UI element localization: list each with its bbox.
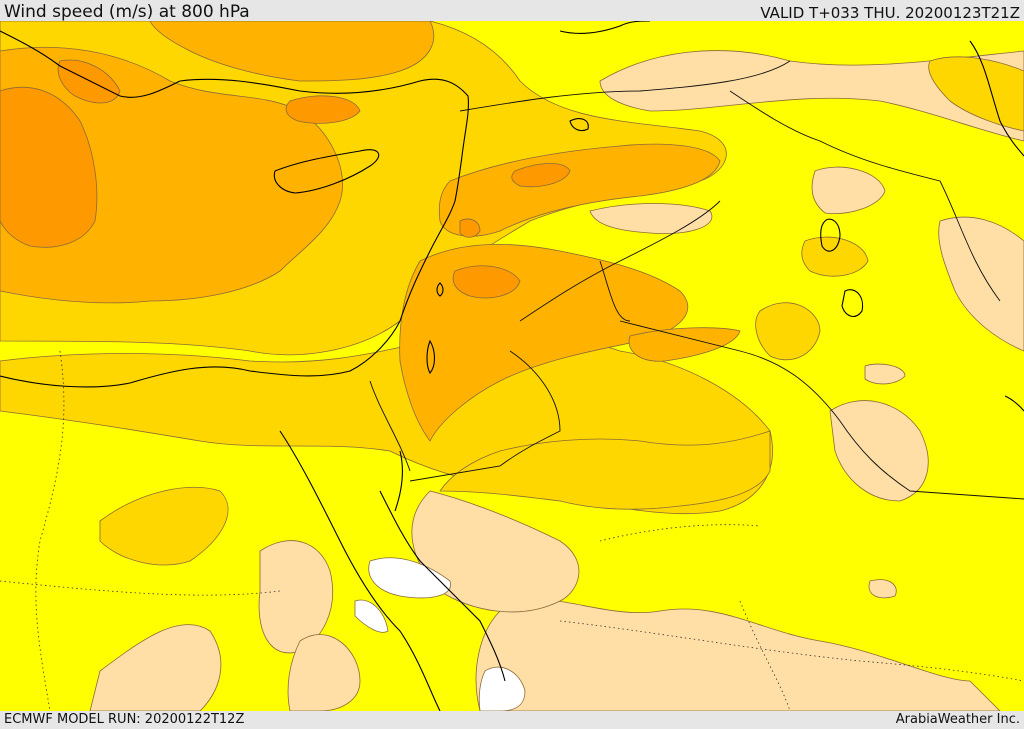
coast-turkey-west bbox=[0, 30, 181, 98]
border-turkey-syria bbox=[459, 60, 791, 112]
light-zone-arabia-south bbox=[475, 599, 1001, 711]
light-zone-egypt-west bbox=[258, 540, 334, 654]
coast-black-sea bbox=[559, 21, 651, 35]
coast-persian-gulf bbox=[1004, 395, 1024, 412]
light-wind-zones bbox=[89, 50, 1024, 711]
light-zone-baghdad bbox=[864, 363, 906, 385]
coast-levant-egypt bbox=[0, 155, 463, 388]
strong-zone-iraq-west bbox=[628, 327, 741, 362]
footer-bar: ECMWF MODEL RUN: 20200122T12Z ArabiaWeat… bbox=[0, 711, 1024, 729]
coast-lake-urmia bbox=[820, 218, 841, 252]
border-saudi-east bbox=[739, 600, 791, 711]
coast-lake-van bbox=[569, 118, 589, 132]
border-iraq-iran bbox=[729, 90, 1001, 302]
map-title: Wind speed (m/s) at 800 hPa bbox=[4, 2, 250, 22]
border-iraq-saudi bbox=[619, 320, 1024, 500]
border-syria-iraq bbox=[519, 200, 721, 322]
model-run: ECMWF MODEL RUN: 20200122T12Z bbox=[4, 712, 245, 727]
stronger-zone-aegean bbox=[57, 59, 121, 104]
fresh-zone-iran-north bbox=[928, 56, 1024, 132]
solid-borders bbox=[369, 60, 1024, 500]
light-zone-east-desert bbox=[599, 50, 1024, 142]
stronger-zone-med-west bbox=[0, 86, 98, 248]
coast-turkey bbox=[179, 78, 469, 157]
light-zone-egypt-south bbox=[89, 624, 222, 711]
light-zone-gulf bbox=[868, 579, 897, 599]
dotted-borders bbox=[0, 350, 1024, 711]
border-egypt-israel bbox=[369, 380, 411, 472]
border-saudi-yemen bbox=[559, 620, 1024, 682]
coast-sea-of-galilee bbox=[436, 282, 444, 297]
light-zone-syria-desert bbox=[589, 203, 713, 234]
border-jordan-saudi bbox=[409, 350, 561, 482]
coast-sinai-east bbox=[379, 490, 506, 682]
strong-zone-syria bbox=[438, 143, 721, 237]
light-zone-iran bbox=[938, 216, 1024, 352]
valid-time: VALID T+033 THU. 20200123T21Z bbox=[760, 4, 1020, 22]
border-syria-iraq-south bbox=[599, 260, 631, 322]
wind-speed-map bbox=[0, 21, 1024, 711]
coast-cyprus bbox=[273, 149, 380, 194]
strong-zone-med-east bbox=[0, 46, 343, 304]
header-bar: Wind speed (m/s) at 800 hPa VALID T+033 … bbox=[0, 0, 1024, 22]
calm-zone-red-sea-north bbox=[368, 557, 451, 599]
calm-zone-red-sea-south bbox=[478, 666, 526, 711]
stronger-zone-jordan-core bbox=[452, 265, 521, 299]
light-zone-north-iraq bbox=[811, 166, 886, 214]
calm-zone-nile bbox=[354, 599, 389, 633]
coast-dead-sea bbox=[426, 339, 436, 374]
stronger-zone-syria-core bbox=[511, 163, 571, 188]
coast-tharthar-lake bbox=[841, 289, 864, 317]
brand-credit: ArabiaWeather Inc. bbox=[895, 712, 1020, 727]
strong-wind-zones bbox=[0, 21, 741, 442]
stronger-zone-turkey-core bbox=[285, 95, 361, 124]
strong-zone-turkey bbox=[149, 21, 435, 82]
stronger-zone-beirut bbox=[459, 218, 481, 238]
light-zone-iraq-east bbox=[829, 400, 929, 502]
fresh-zone-iraq-north bbox=[801, 236, 869, 277]
coast-caspian bbox=[969, 40, 1024, 157]
light-zone-sudan bbox=[287, 634, 361, 711]
fresh-zone-iraq bbox=[755, 302, 821, 361]
stronger-wind-zones bbox=[0, 59, 571, 299]
fresh-zone-egypt-west bbox=[99, 486, 229, 566]
coast-gulf-aqaba bbox=[394, 450, 404, 512]
coast-sinai-west bbox=[279, 430, 441, 711]
border-saudi-internal bbox=[599, 524, 761, 542]
coastlines bbox=[0, 21, 1024, 711]
